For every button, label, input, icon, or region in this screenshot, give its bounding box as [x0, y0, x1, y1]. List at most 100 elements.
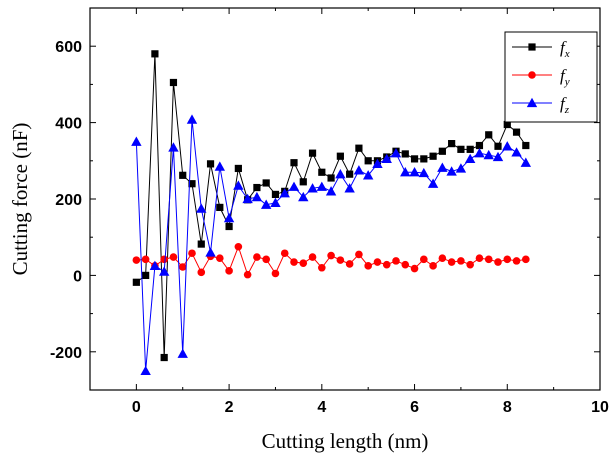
data-point-fy — [327, 251, 335, 260]
series-fy — [132, 242, 530, 279]
data-point-fx — [485, 131, 493, 139]
data-point-fz — [483, 149, 494, 160]
data-point-fz — [418, 167, 430, 178]
data-point-fy — [336, 256, 345, 264]
data-point-fy — [522, 255, 530, 264]
data-point-fx — [225, 222, 233, 231]
data-point-fx — [457, 145, 465, 153]
data-point-fx — [169, 78, 178, 87]
data-point-fz — [353, 165, 365, 175]
x-tick-label: 0 — [132, 399, 141, 416]
data-point-fx — [179, 171, 187, 179]
data-point-fy — [178, 263, 187, 271]
data-point-fy — [503, 255, 512, 264]
series-line-fx — [136, 53, 527, 358]
data-point-fx — [336, 152, 344, 160]
x-axis-title: Cutting length (nm) — [262, 429, 429, 453]
data-point-fz — [233, 180, 244, 190]
y-tick-label: 200 — [55, 192, 82, 209]
data-point-fz — [335, 168, 346, 179]
data-point-fy — [345, 260, 354, 268]
data-point-fx — [512, 128, 521, 136]
data-point-fy — [160, 255, 168, 264]
data-point-fz — [325, 186, 337, 196]
data-point-fz — [251, 191, 263, 202]
data-point-fx — [197, 240, 205, 248]
legend-item-fx: fx — [512, 38, 570, 60]
legend-marker-fz — [526, 97, 538, 108]
data-point-fy — [243, 270, 252, 279]
data-point-fz — [400, 167, 411, 177]
data-point-fx — [346, 170, 354, 178]
axis-ticks — [89, 8, 601, 391]
data-point-fz — [260, 199, 272, 209]
data-point-fy — [280, 249, 289, 258]
y-tick-label: -200 — [50, 345, 82, 362]
data-point-fy — [429, 262, 437, 270]
data-point-fy — [484, 255, 493, 264]
y-axis-title: Cutting force (nF) — [8, 123, 32, 276]
data-point-fz — [372, 158, 383, 169]
y-tick-label: 0 — [73, 268, 82, 285]
data-point-fy — [216, 254, 224, 263]
data-point-fx — [448, 140, 456, 148]
series-layer — [131, 50, 532, 376]
data-point-fy — [438, 254, 447, 263]
data-point-fz — [455, 163, 467, 173]
data-point-fy — [466, 260, 474, 269]
data-point-fx — [290, 159, 298, 167]
data-point-fy — [447, 258, 456, 266]
data-point-fy — [290, 258, 298, 266]
data-point-fz — [437, 162, 448, 172]
data-point-fy — [225, 267, 233, 275]
data-point-fz — [492, 151, 504, 162]
data-point-fz — [390, 147, 402, 158]
data-point-fx — [132, 278, 140, 286]
data-point-fy — [410, 264, 419, 273]
data-point-fx — [410, 155, 419, 163]
data-point-fx — [420, 155, 428, 163]
data-point-fz — [158, 266, 170, 276]
data-point-fy — [382, 260, 391, 269]
data-point-fx — [522, 141, 530, 150]
data-point-fz — [242, 193, 253, 204]
y-tick-label: 400 — [55, 116, 82, 133]
legend-marker-fy — [528, 71, 536, 79]
data-point-fz — [502, 141, 513, 151]
data-point-fx — [234, 164, 242, 173]
data-point-fx — [299, 178, 307, 186]
data-point-fy — [188, 249, 196, 258]
data-point-fz — [196, 203, 207, 213]
data-point-fx — [188, 180, 196, 188]
data-point-fy — [392, 257, 400, 265]
data-point-fz — [279, 188, 290, 198]
data-point-fy — [234, 242, 243, 251]
data-point-fz — [168, 142, 179, 152]
data-point-fy — [271, 269, 280, 278]
data-point-fz — [288, 181, 300, 191]
data-point-fx — [494, 142, 502, 150]
data-point-fy — [494, 258, 502, 266]
data-point-fx — [429, 152, 437, 160]
data-point-fz — [381, 153, 392, 164]
legend-items: fx fy fz — [512, 38, 570, 116]
legend-label-fz: fz — [560, 94, 570, 116]
data-point-fx — [271, 190, 280, 199]
data-point-fz — [270, 197, 281, 207]
data-point-fz — [316, 181, 328, 191]
data-point-fz — [474, 147, 485, 158]
data-point-fy — [262, 255, 270, 264]
x-tick-label: 4 — [317, 399, 326, 416]
legend-item-fz: fz — [512, 94, 570, 116]
data-point-fx — [318, 168, 326, 176]
data-point-fx — [160, 353, 168, 362]
data-point-fy — [355, 250, 363, 259]
legend: fx fy fz — [504, 31, 598, 123]
data-point-fz — [344, 183, 355, 193]
data-point-fy — [132, 256, 141, 264]
legend-marker-fx — [528, 43, 536, 51]
data-point-fz — [140, 365, 151, 376]
data-point-fz — [149, 260, 161, 271]
data-point-fx — [364, 157, 372, 165]
data-point-fx — [327, 174, 335, 182]
